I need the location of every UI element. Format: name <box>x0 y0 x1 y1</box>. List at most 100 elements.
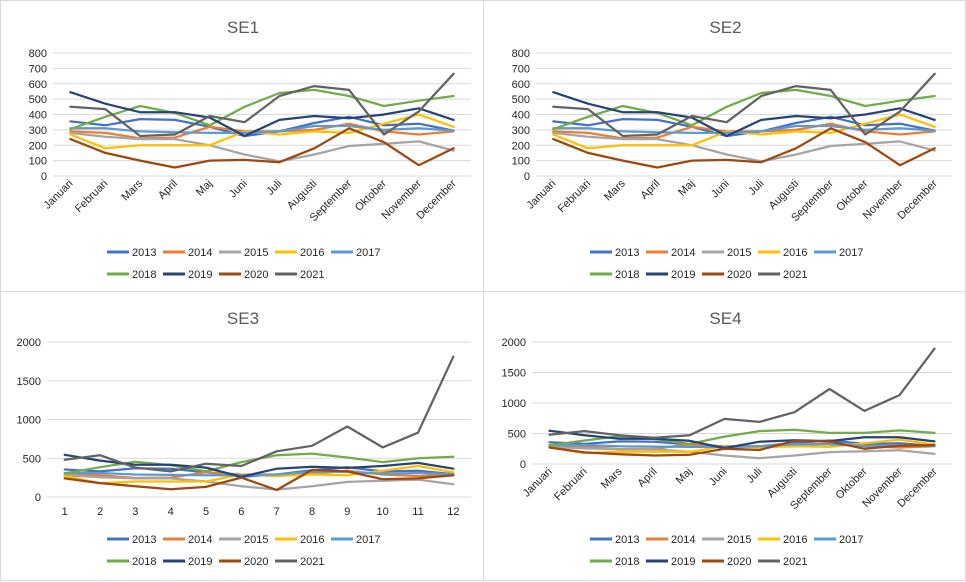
y-tick-label: 500 <box>512 94 530 106</box>
legend-label-2014: 2014 <box>671 534 695 546</box>
legend-label-2019: 2019 <box>671 556 695 568</box>
y-tick-label: 600 <box>29 79 47 91</box>
chart-svg-se1: SE10100200300400500600700800JanuariFebru… <box>29 18 471 281</box>
x-tick-label: Juli <box>744 466 764 486</box>
legend-label-2016: 2016 <box>300 534 324 546</box>
y-tick-label: 0 <box>35 492 41 504</box>
series-line-2017 <box>548 443 936 449</box>
legend-label-2020: 2020 <box>244 269 268 281</box>
x-tick-label: 4 <box>168 506 174 518</box>
y-tick-label: 1500 <box>502 368 526 380</box>
chart-title: SE3 <box>227 309 259 328</box>
legend-label-2018: 2018 <box>132 556 156 568</box>
series-line-2017 <box>63 470 455 477</box>
x-tick-label: 10 <box>377 506 389 518</box>
legend-label-2020: 2020 <box>727 556 751 568</box>
legend-label-2019: 2019 <box>671 269 695 281</box>
y-tick-label: 400 <box>512 110 530 122</box>
x-tick-label: 8 <box>309 506 315 518</box>
y-tick-label: 0 <box>41 171 47 183</box>
x-tick-label: Maj <box>674 466 695 487</box>
x-tick-label: April <box>636 466 660 490</box>
x-tick-label: Februari <box>552 466 589 503</box>
x-tick-label: Juni <box>227 178 250 201</box>
series-line-2015 <box>548 445 936 460</box>
y-tick-label: 700 <box>29 63 47 75</box>
x-tick-label: Maj <box>194 178 215 199</box>
series-line-2021 <box>63 355 455 473</box>
x-tick-label: Maj <box>676 178 697 199</box>
x-tick-label: April <box>638 178 662 202</box>
x-tick-label: 5 <box>203 506 209 518</box>
legend-label-2013: 2013 <box>615 247 639 259</box>
series-line-2020 <box>63 468 455 492</box>
legend-label-2021: 2021 <box>300 556 324 568</box>
series-line-2015 <box>552 131 936 163</box>
y-tick-label: 100 <box>29 156 47 168</box>
series-line-2019 <box>552 91 936 138</box>
y-tick-label: 700 <box>512 63 530 75</box>
x-tick-label: Augusti <box>285 178 319 212</box>
x-tick-label: 7 <box>274 506 280 518</box>
series-line-2020 <box>548 439 936 457</box>
series-line-2020 <box>69 127 455 169</box>
x-tick-label: Juli <box>264 178 284 198</box>
legend-label-2014: 2014 <box>188 534 212 546</box>
series-line-2021 <box>69 72 455 138</box>
legend-label-2021: 2021 <box>783 269 807 281</box>
legend-label-2019: 2019 <box>188 269 212 281</box>
chart-title: SE2 <box>709 18 741 37</box>
legend-label-2020: 2020 <box>727 269 751 281</box>
y-tick-label: 1500 <box>17 376 41 388</box>
y-tick-label: 800 <box>512 48 530 60</box>
y-tick-label: 0 <box>524 171 530 183</box>
legend-label-2016: 2016 <box>783 247 807 259</box>
legend-label-2015: 2015 <box>727 247 751 259</box>
y-tick-label: 800 <box>29 48 47 60</box>
legend-label-2013: 2013 <box>132 534 156 546</box>
y-tick-label: 200 <box>512 140 530 152</box>
chart-panel-se1: SE1 0 100 200 300 400 500 600 700 800 Januari Febru… <box>0 0 484 292</box>
series-line-2021 <box>552 72 936 138</box>
x-tick-label: 1 <box>62 506 68 518</box>
y-tick-label: 500 <box>29 94 47 106</box>
y-tick-label: 500 <box>23 453 41 465</box>
legend-label-2017: 2017 <box>839 247 863 259</box>
series-line-2018 <box>69 88 455 131</box>
x-tick-label: Februari <box>73 178 110 215</box>
legend-label-2013: 2013 <box>132 247 156 259</box>
series-line-2021 <box>548 347 936 439</box>
y-tick-label: 100 <box>512 156 530 168</box>
legend-label-2021: 2021 <box>300 269 324 281</box>
legend-label-2013: 2013 <box>615 534 639 546</box>
legend-label-2014: 2014 <box>671 247 695 259</box>
legend-label-2017: 2017 <box>356 534 380 546</box>
x-tick-label: 9 <box>344 506 350 518</box>
chart-title: SE1 <box>227 18 259 37</box>
x-tick-label: Mars <box>119 177 145 203</box>
x-tick-label: Mars <box>602 177 628 203</box>
legend-label-2016: 2016 <box>783 534 807 546</box>
y-tick-label: 300 <box>29 125 47 137</box>
series-line-2019 <box>69 91 455 138</box>
x-tick-label: Juli <box>746 178 766 198</box>
x-tick-label: 12 <box>447 506 459 518</box>
chart-title: SE4 <box>709 309 741 328</box>
legend-label-2015: 2015 <box>244 247 268 259</box>
legend-label-2017: 2017 <box>356 247 380 259</box>
series-line-2015 <box>63 474 455 491</box>
chart-panel-se2: SE2 0 100 200 300 400 500 600 700 800 Januari Febru… <box>483 0 966 292</box>
x-tick-label: Februari <box>556 178 593 215</box>
x-tick-label: Juni <box>707 466 730 489</box>
legend-label-2015: 2015 <box>727 534 751 546</box>
chart-panel-se3: SE3 0 500 1000 1500 2000 1 2 3 4 5 6 7 8 9 10 11 12 2013 20… <box>0 291 484 581</box>
series-line-2015 <box>69 131 455 163</box>
x-tick-label: 2 <box>97 506 103 518</box>
legend-label-2019: 2019 <box>188 556 212 568</box>
y-tick-label: 600 <box>512 79 530 91</box>
series-line-2019 <box>63 453 455 478</box>
x-tick-label: 3 <box>132 506 138 518</box>
